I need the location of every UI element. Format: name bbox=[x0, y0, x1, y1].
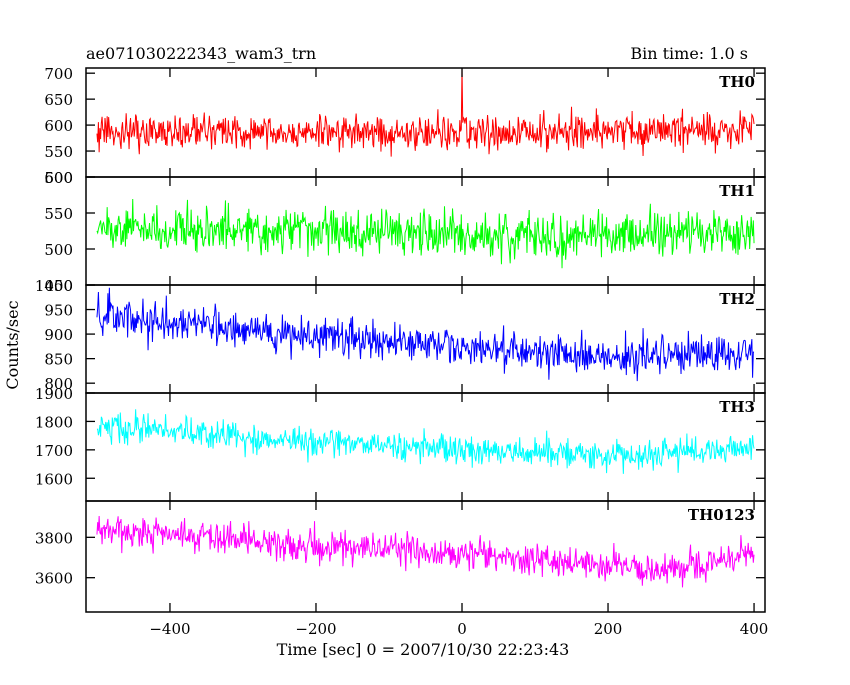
x-axis-label: Time [sec] 0 = 2007/10/30 22:23:43 bbox=[277, 640, 570, 659]
y-tick-label: 900 bbox=[44, 326, 73, 344]
x-tick-label: 200 bbox=[594, 620, 623, 638]
y-tick-label: 700 bbox=[44, 65, 73, 83]
bin-time-label: Bin time: 1.0 s bbox=[630, 44, 748, 63]
panel-frame-th0123 bbox=[85, 500, 766, 613]
y-tick-label: 500 bbox=[44, 169, 73, 187]
x-tick-label: −400 bbox=[149, 620, 190, 638]
y-tick-label: 650 bbox=[44, 91, 73, 109]
y-tick-label: 600 bbox=[44, 117, 73, 135]
y-tick-label: 1600 bbox=[35, 470, 73, 488]
y-tick-label: 850 bbox=[44, 351, 73, 369]
series-line-th0123 bbox=[96, 516, 755, 588]
series-line-th2 bbox=[96, 287, 755, 382]
y-tick-label: 600 bbox=[44, 169, 73, 187]
panel-label-th0: TH0 bbox=[719, 73, 755, 91]
y-tick-label: 800 bbox=[44, 375, 73, 393]
y-tick-label: 500 bbox=[44, 241, 73, 259]
series-line-th1 bbox=[96, 199, 755, 269]
x-tick-label: 400 bbox=[740, 620, 769, 638]
panel-label-th2: TH2 bbox=[719, 290, 755, 308]
x-tick-label: 0 bbox=[457, 620, 467, 638]
y-tick-label: 1700 bbox=[35, 442, 73, 460]
y-axis-label: Counts/sec bbox=[3, 300, 22, 389]
panel-label-th1: TH1 bbox=[719, 182, 755, 200]
panel-label-th3: TH3 bbox=[719, 398, 755, 416]
y-tick-label: 1800 bbox=[35, 413, 73, 431]
y-tick-label: 450 bbox=[44, 277, 73, 295]
series-line-th3 bbox=[96, 409, 755, 474]
y-tick-label: 1000 bbox=[35, 277, 73, 295]
y-tick-label: 1900 bbox=[35, 385, 73, 403]
y-tick-label: 550 bbox=[44, 143, 73, 161]
y-tick-label: 3800 bbox=[35, 529, 73, 547]
series-line-th0 bbox=[96, 68, 755, 157]
plot-title: ae071030222343_wam3_trn bbox=[86, 44, 317, 63]
panel-label-th0123: TH0123 bbox=[688, 506, 755, 524]
y-tick-label: 3600 bbox=[35, 570, 73, 588]
x-tick-label: −200 bbox=[295, 620, 336, 638]
y-tick-label: 550 bbox=[44, 205, 73, 223]
y-tick-label: 950 bbox=[44, 302, 73, 320]
